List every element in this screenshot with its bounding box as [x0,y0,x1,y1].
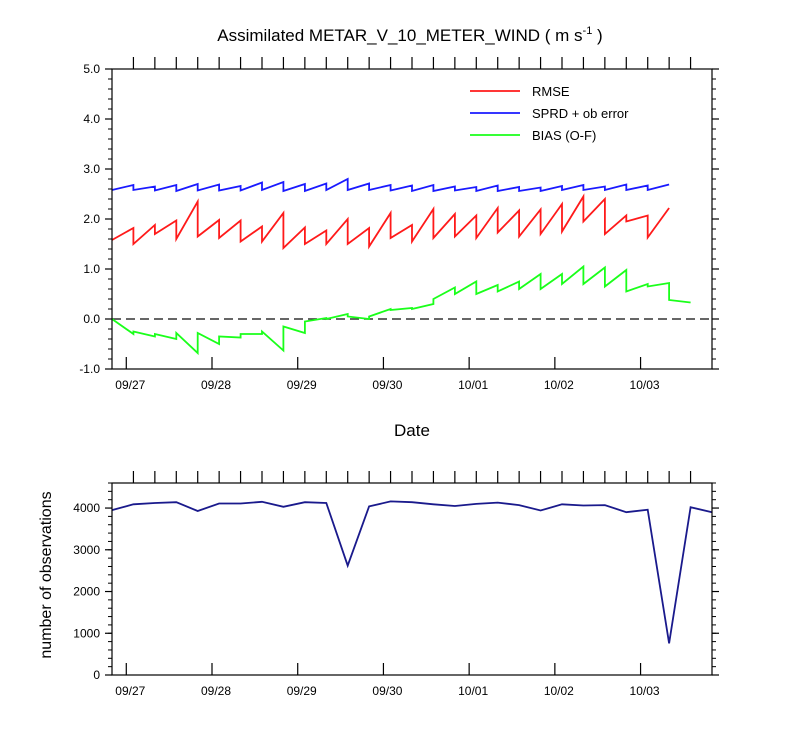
legend: RMSE SPRD + ob error BIAS (O-F) [470,84,629,143]
x-tick-label-09-30: 09/30 [372,378,402,392]
top-plot-frame [111,68,713,370]
series-line-sprd-ob-error [111,177,670,193]
x-tick-label-10-03: 10/03 [630,684,660,698]
chart-title: Assimilated METAR_V_10_METER_WIND ( m s-… [217,25,602,45]
y-tick-label-0: 0 [93,668,100,682]
y-tick-label-3000: 3000 [73,543,100,557]
top-chart: Assimilated METAR_V_10_METER_WIND ( m s-… [79,25,719,440]
y-tick-label-1000: 1000 [73,626,100,640]
y-tick-label-1-0: 1.0 [83,262,100,276]
y-tick-label-2-0: 2.0 [83,212,100,226]
y-tick-label-4000: 4000 [73,501,100,515]
y-axis-title-observations: number of observations [38,491,55,658]
x-tick-label-10-01: 10/01 [458,684,488,698]
y-tick-label-2000: 2000 [73,585,100,599]
y-tick-label-0-0: 0.0 [83,312,100,326]
top-x-tick-labels: 09/27 09/28 09/29 09/30 10/01 10/02 10/03 [115,378,660,392]
x-tick-label-09-30: 09/30 [372,684,402,698]
x-tick-label-09-28: 09/28 [201,378,231,392]
bottom-x-tick-labels: 09/27 09/28 09/29 09/30 10/01 10/02 10/03 [115,684,660,698]
bottom-series-lines [111,500,713,644]
bottom-axis-ticks [105,471,719,676]
x-tick-label-09-27: 09/27 [115,378,145,392]
chart-title-main: Assimilated METAR_V_10_METER_WIND ( m s [217,26,582,45]
x-tick-label-09-29: 09/29 [287,684,317,698]
chart-title-superscript: -1 [583,25,593,37]
y-tick-label-1-0: -1.0 [79,362,100,376]
top-series-lines [111,177,691,356]
legend-label-bias: BIAS (O-F) [532,128,596,143]
x-tick-label-10-03: 10/03 [630,378,660,392]
x-tick-label-10-01: 10/01 [458,378,488,392]
top-axis-ticks [105,57,719,370]
series-line-rmse [111,193,670,251]
bottom-plot-frame [111,482,713,676]
series-line-number-of-observations [111,500,713,644]
x-tick-label-09-27: 09/27 [115,684,145,698]
x-tick-label-10-02: 10/02 [544,684,574,698]
bottom-y-tick-labels: 0 1000 2000 3000 4000 [73,501,100,682]
x-axis-title: Date [394,421,430,440]
x-tick-label-09-29: 09/29 [287,378,317,392]
top-y-tick-labels: -1.0 0.0 1.0 2.0 3.0 4.0 5.0 [79,62,100,376]
x-tick-label-09-28: 09/28 [201,684,231,698]
chart-title-suffix: ) [592,26,602,45]
series-line-bias-o-f [111,264,691,356]
y-tick-label-5-0: 5.0 [83,62,100,76]
y-tick-label-3-0: 3.0 [83,162,100,176]
x-tick-label-10-02: 10/02 [544,378,574,392]
legend-label-sprd: SPRD + ob error [532,106,629,121]
y-tick-label-4-0: 4.0 [83,112,100,126]
bottom-chart: 0 1000 2000 3000 4000 09/27 09/28 09/29 09/30 10… [38,471,719,698]
legend-label-rmse: RMSE [532,84,570,99]
